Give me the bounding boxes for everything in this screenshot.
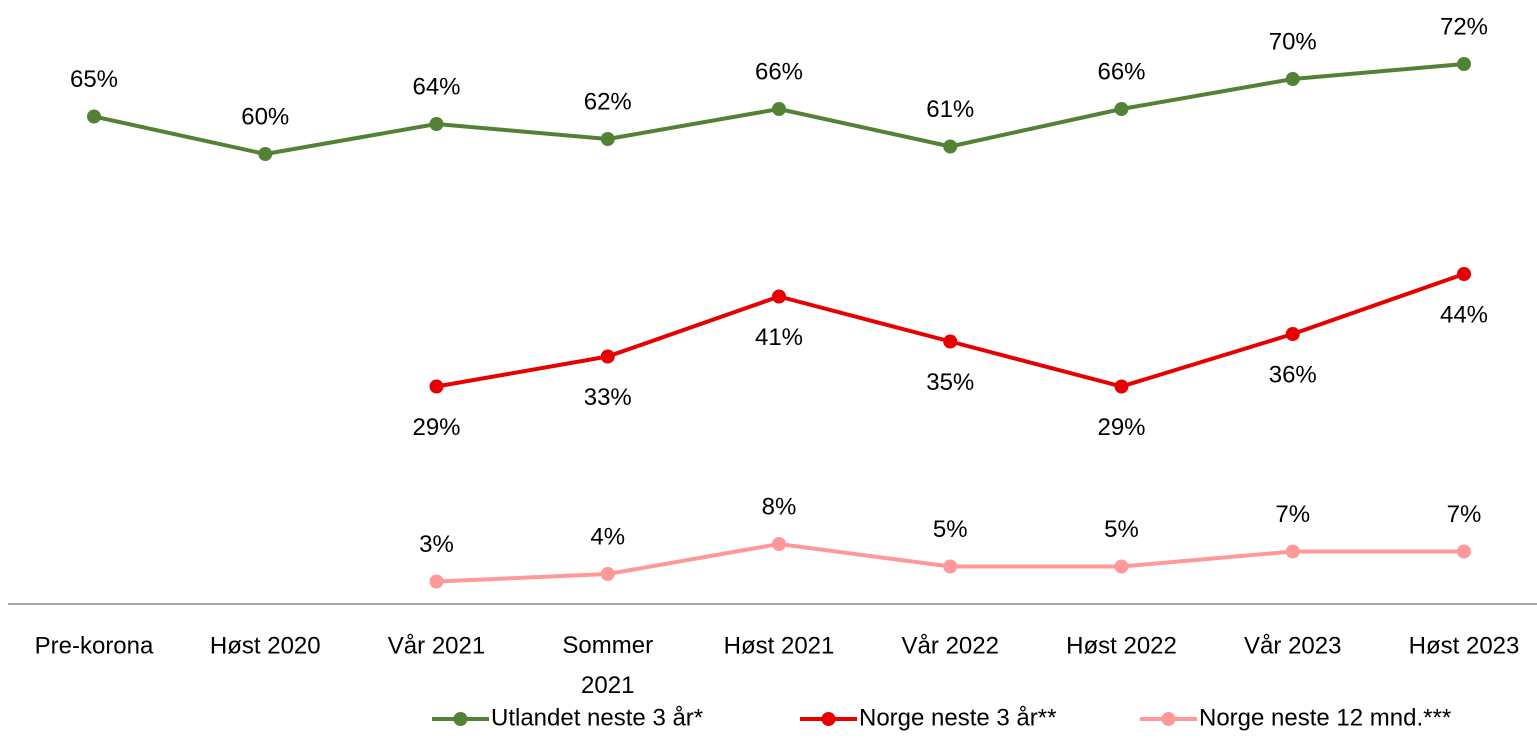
data-label: 66% [1097,58,1145,85]
data-point [600,349,615,364]
data-point [772,289,786,304]
data-label: 5% [1104,516,1139,543]
data-point [429,574,444,589]
data-label: 62% [584,88,632,115]
data-point [1285,72,1300,86]
data-label: 36% [1269,361,1317,388]
data-point [600,132,615,146]
data-label: 4% [590,523,625,550]
data-point [1285,544,1300,559]
data-point [943,139,958,154]
legend-item: Utlandet neste 3 år* [432,704,703,731]
data-label: 29% [412,414,460,441]
data-label: 35% [926,369,974,396]
data-label: 64% [412,73,460,100]
data-point [1457,267,1471,281]
legend-marker [821,712,836,726]
data-label: 29% [1097,414,1145,441]
data-point [1457,544,1471,559]
x-tick-label: Høst 2021 [724,632,835,659]
data-label: 70% [1269,28,1317,55]
legend-marker [453,712,468,726]
data-label: 33% [584,384,632,411]
x-tick-label: Høst 2020 [210,632,321,659]
legend-label: Utlandet neste 3 år* [491,704,703,731]
x-tick-label: Høst 2023 [1409,632,1520,659]
legend-marker [1161,712,1176,726]
data-point [258,147,273,161]
data-point [943,559,958,574]
data-label: 44% [1440,301,1488,328]
x-tick-label: Sommer 2021 [562,632,653,699]
data-label: 61% [926,96,974,123]
x-tick-label: Høst 2022 [1066,632,1177,659]
data-point [772,102,786,116]
legend-item: Norge neste 12 mnd.*** [1140,704,1451,731]
x-tick-label: Pre-korona [35,632,154,659]
data-point [1114,379,1129,394]
data-label: 72% [1440,13,1488,40]
data-point [772,537,786,551]
x-tick-label: Vår 2022 [902,632,999,659]
data-point [429,379,444,394]
data-label: 41% [755,324,803,351]
data-point [943,334,958,349]
data-point [429,117,444,131]
x-tick-label: Vår 2023 [1244,632,1341,659]
legend-item: Norge neste 3 år** [800,704,1056,731]
data-point [87,109,101,124]
data-label: 5% [933,516,968,543]
data-label: 7% [1275,501,1310,528]
data-point [1114,102,1129,116]
data-point [1114,559,1129,574]
data-label: 3% [419,531,454,558]
data-point [600,567,615,581]
data-point [1285,327,1300,341]
data-point [1457,57,1471,71]
data-label: 65% [70,66,118,93]
x-tick-label: Vår 2021 [388,632,485,659]
data-label: 7% [1447,501,1482,528]
data-label: 8% [762,493,797,520]
legend-label: Norge neste 3 år** [859,704,1056,731]
data-label: 66% [755,58,803,85]
data-label: 60% [241,103,289,130]
legend-label: Norge neste 12 mnd.*** [1199,704,1451,731]
